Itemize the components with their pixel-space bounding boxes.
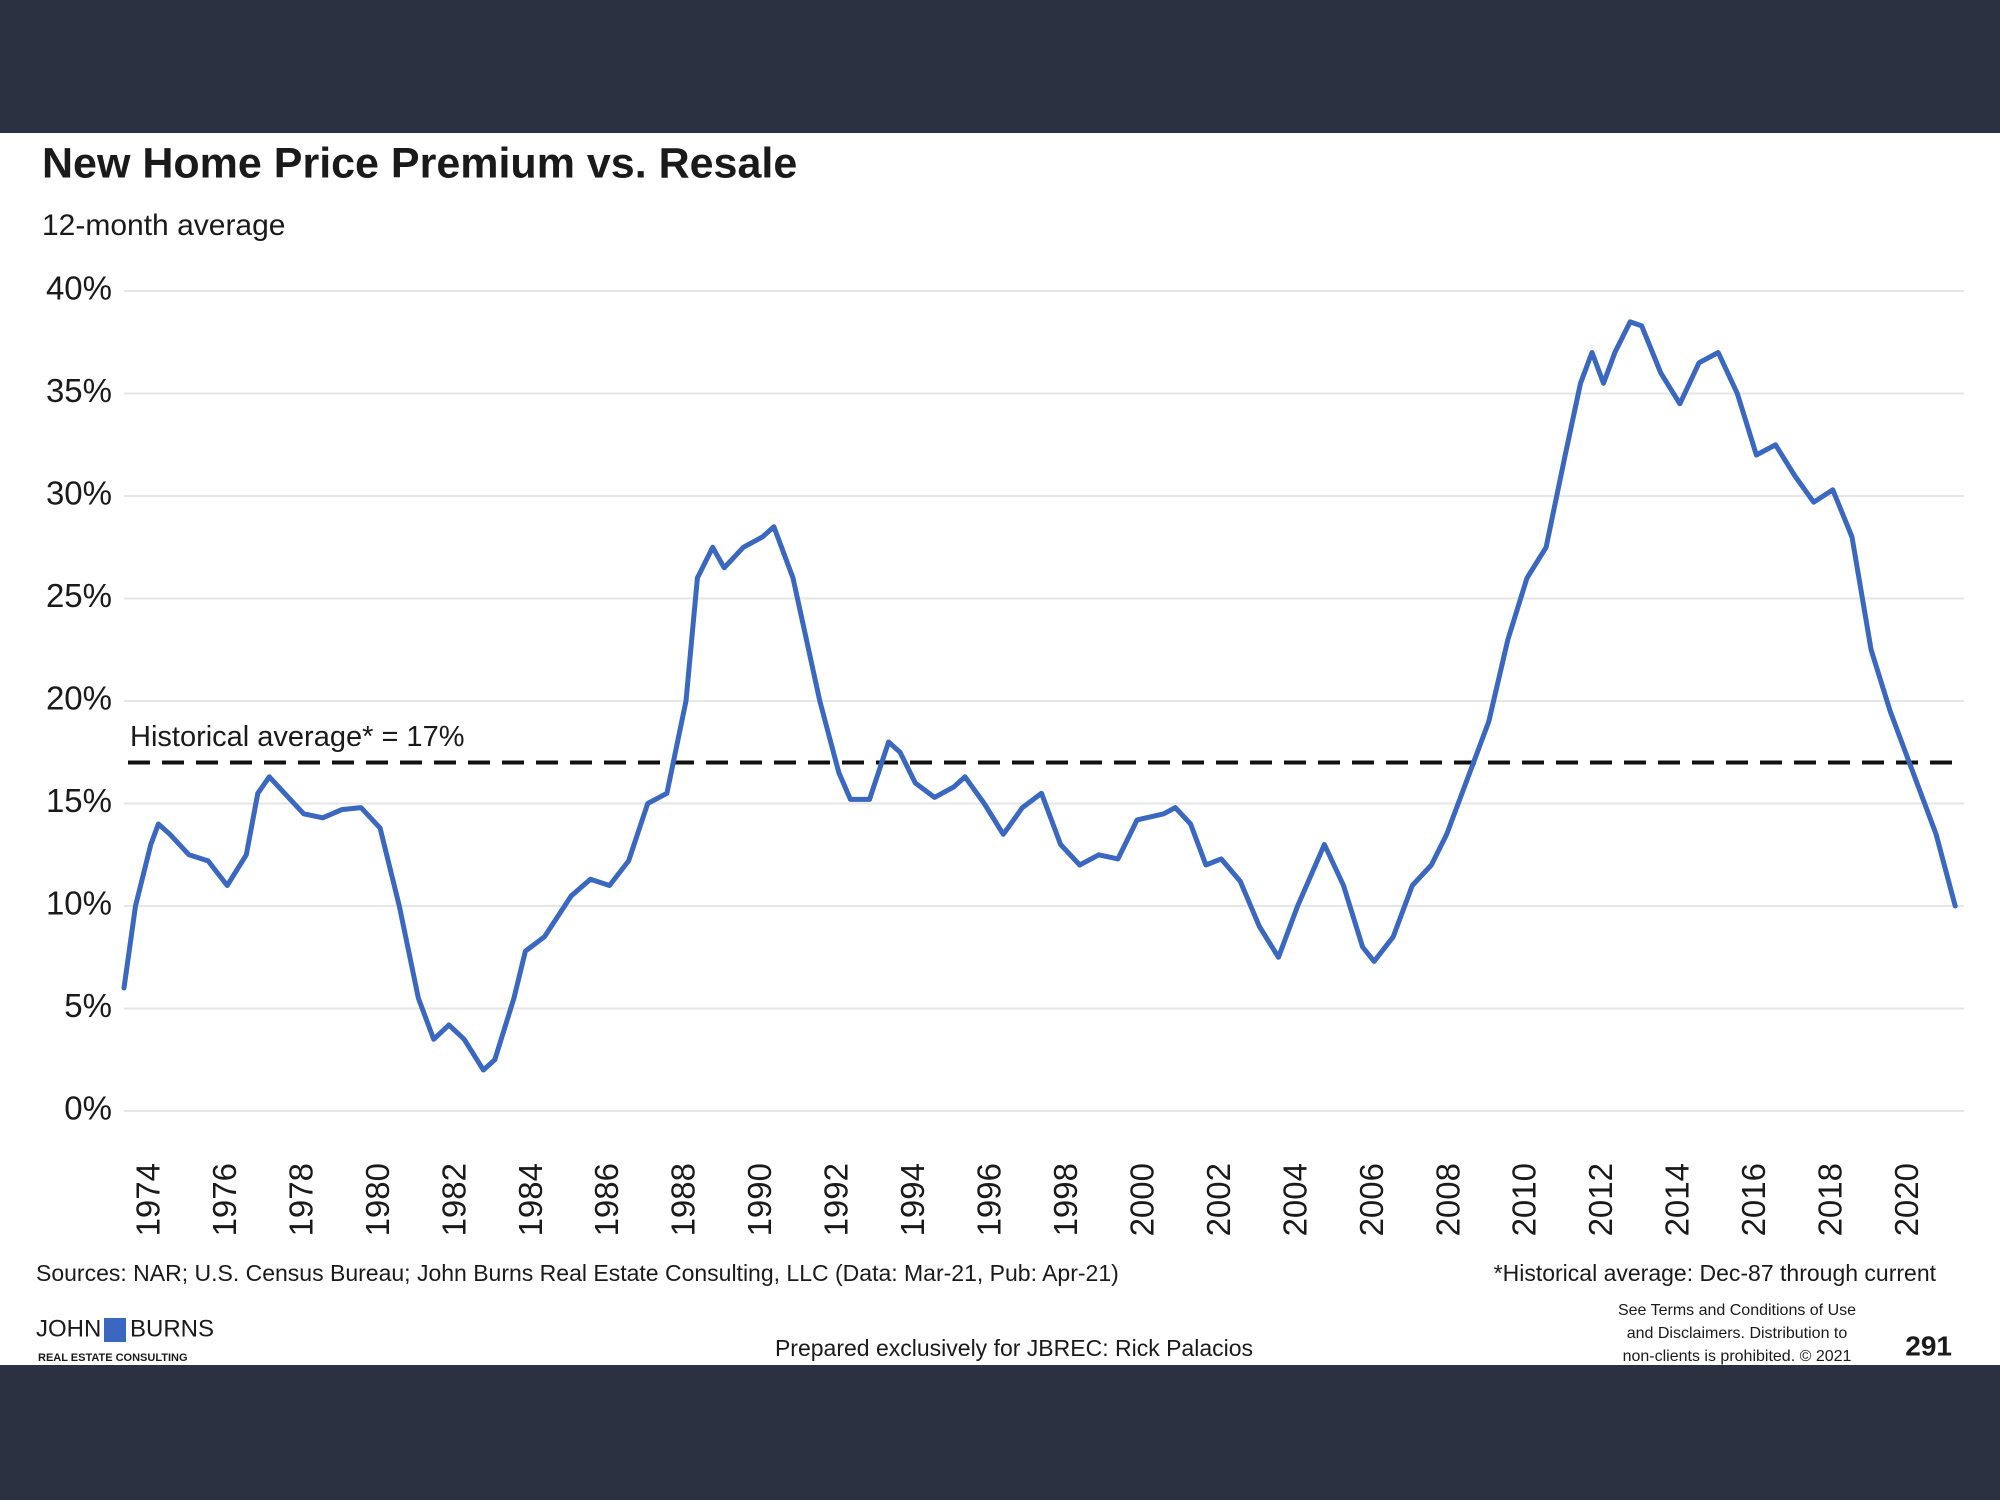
y-tick-label: 20% [46,680,112,717]
reference-label: Historical average* = 17% [130,721,464,753]
x-tick-label: 1998 [1047,1163,1084,1236]
y-tick-label: 5% [64,987,112,1024]
page-number: 291 [1905,1330,1952,1361]
logo-text: BURNS [130,1315,214,1342]
x-tick-label: 1986 [588,1163,625,1236]
x-tick-label: 1992 [818,1163,855,1236]
x-tick-label: 1988 [665,1163,702,1236]
y-tick-label: 10% [46,885,112,922]
x-tick-label: 2014 [1659,1163,1696,1236]
y-tick-label: 35% [46,372,112,409]
x-tick-label: 2012 [1582,1163,1619,1236]
y-tick-label: 40% [46,270,112,307]
x-tick-label: 2008 [1429,1163,1466,1236]
x-tick-label: 1996 [971,1163,1008,1236]
y-tick-label: 25% [46,577,112,614]
y-tick-label: 30% [46,475,112,512]
x-tick-label: 1984 [512,1163,549,1236]
data-line [121,319,1958,1073]
slide-background [0,133,2000,1365]
disclaimer: non-clients is prohibited. © 2021 [1623,1348,1852,1365]
y-tick-label: 0% [64,1090,112,1127]
x-tick-label: 2000 [1123,1163,1160,1236]
x-tick-label: 1982 [435,1163,472,1236]
logo-icon [104,1318,126,1342]
logo-text: JOHN [36,1315,101,1342]
x-tick-label: 1990 [741,1163,778,1236]
chart-subtitle: 12-month average [42,209,286,242]
x-tick-label: 1978 [282,1163,319,1236]
y-tick-label: 15% [46,782,112,819]
x-tick-label: 2004 [1276,1163,1313,1236]
x-tick-label: 1994 [894,1163,931,1236]
plot-area: 0% 5% 10% 15% 20% 25% 30% 35% 40% 1974 1976 1978 198… [46,270,1964,1236]
x-tick-label: 1976 [206,1163,243,1236]
x-tick-label: 1980 [359,1163,396,1236]
x-tick-label: 2020 [1888,1163,1925,1236]
x-tick-label: 2002 [1200,1163,1237,1236]
bottom-band [0,1365,2000,1500]
x-tick-label: 2010 [1506,1163,1543,1236]
x-tick-label: 1974 [129,1163,166,1236]
disclaimer: See Terms and Conditions of Use [1618,1302,1856,1319]
footnote: *Historical average: Dec-87 through curr… [1494,1260,1937,1286]
x-tick-label: 2006 [1353,1163,1390,1236]
prepared-for: Prepared exclusively for JBREC: Rick Pal… [775,1335,1253,1361]
x-tick-label: 2018 [1812,1163,1849,1236]
disclaimer: and Disclaimers. Distribution to [1627,1325,1848,1342]
source-note: Sources: NAR; U.S. Census Bureau; John B… [36,1260,1119,1286]
logo-tagline: REAL ESTATE CONSULTING [38,1352,188,1364]
chart-title: New Home Price Premium vs. Resale [42,139,797,187]
x-tick-label: 2016 [1735,1163,1772,1236]
